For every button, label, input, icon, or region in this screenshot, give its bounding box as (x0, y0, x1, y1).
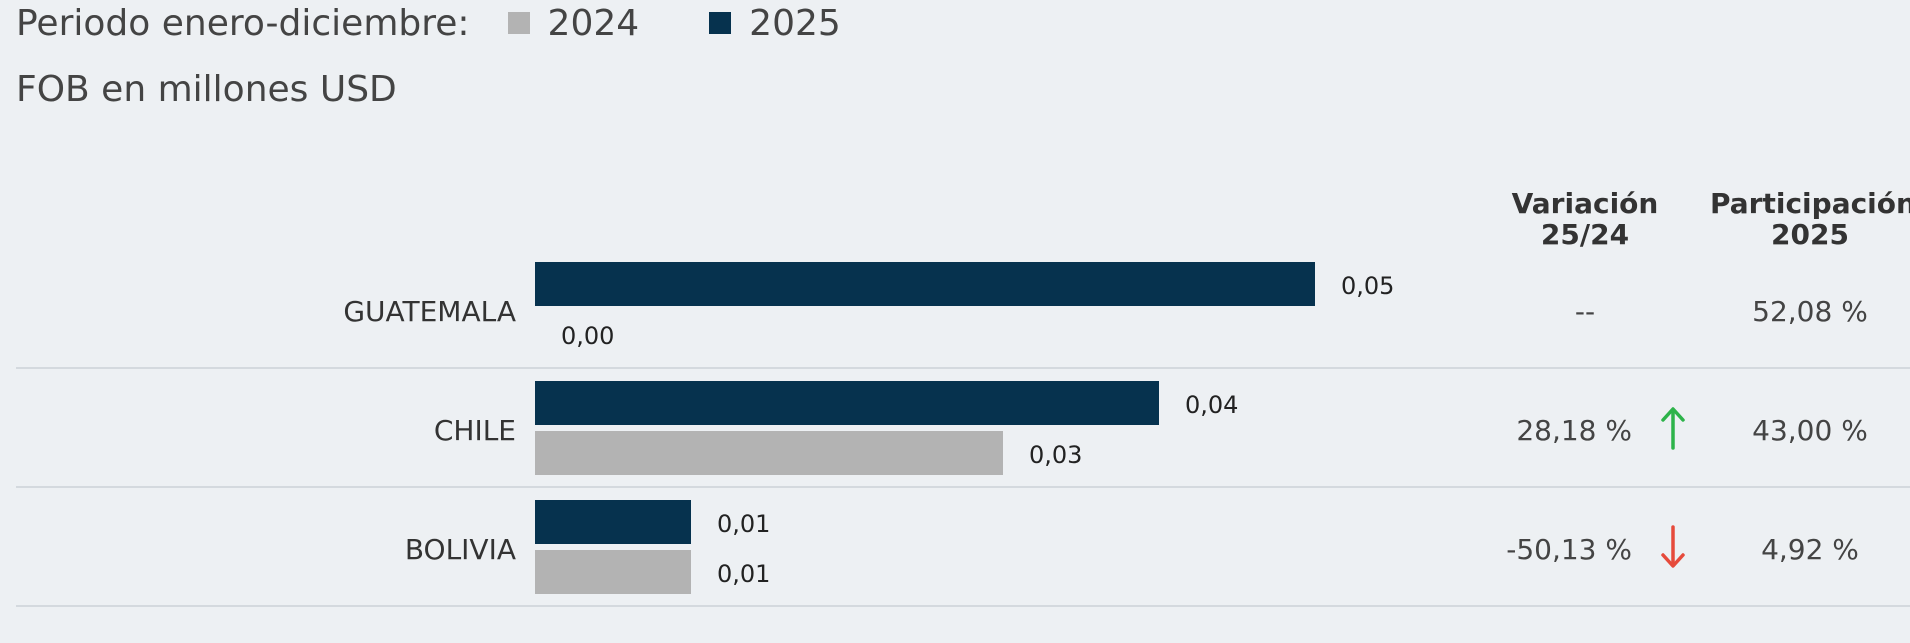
category-label-chile: CHILE (434, 414, 516, 447)
category-label-guatemala: GUATEMALA (343, 295, 516, 328)
data-label-2024-bolivia: 0,01 (717, 560, 770, 588)
data-label-2025-bolivia: 0,01 (717, 510, 770, 538)
arrow-up-icon-chile (1661, 407, 1685, 450)
variation-value-bolivia: -50,13 % (1506, 533, 1632, 566)
variation-value-guatemala: -- (1575, 295, 1595, 328)
chart-header: Periodo enero-diciembre: 2024 2025 (16, 0, 841, 46)
period-label: Periodo enero-diciembre: (16, 2, 470, 44)
legend-item-2024: 2024 (507, 2, 640, 44)
legend-item-2025: 2025 (709, 3, 841, 44)
legend-swatch-2024 (507, 12, 530, 34)
legend-swatch-2025 (709, 12, 732, 34)
bar-2024-chile (535, 431, 1003, 475)
variation-value-chile: 28,18 % (1516, 414, 1632, 447)
share-value-guatemala: 52,08 % (1752, 295, 1868, 328)
bar-2025-chile (535, 381, 1159, 425)
variation-header-line2: 25/24 (1540, 218, 1630, 251)
share-header-line2: 2025 (1771, 218, 1849, 251)
bar-2025-guatemala (535, 262, 1315, 306)
share-value-chile: 43,00 % (1752, 414, 1868, 447)
variation-column-header: Variación 25/24 (1500, 188, 1670, 250)
bar-2024-bolivia (535, 550, 691, 594)
share-header-line1: Participación (1710, 187, 1910, 220)
share-value-bolivia: 4,92 % (1761, 533, 1859, 566)
data-label-2025-guatemala: 0,05 (1341, 272, 1394, 300)
share-column-header: Participación 2025 (1710, 188, 1910, 250)
data-label-2024-guatemala: 0,00 (561, 322, 614, 350)
variation-header-line1: Variación (1511, 187, 1659, 220)
data-label-2025-chile: 0,04 (1185, 391, 1238, 419)
bar-2025-bolivia (535, 500, 691, 544)
unit-label: FOB en millones USD (16, 68, 397, 110)
legend-label-2025: 2025 (749, 2, 841, 44)
data-label-2024-chile: 0,03 (1029, 441, 1082, 469)
legend-label-2024: 2024 (547, 2, 640, 44)
arrow-down-icon-bolivia (1661, 525, 1685, 568)
category-label-bolivia: BOLIVIA (405, 533, 516, 566)
